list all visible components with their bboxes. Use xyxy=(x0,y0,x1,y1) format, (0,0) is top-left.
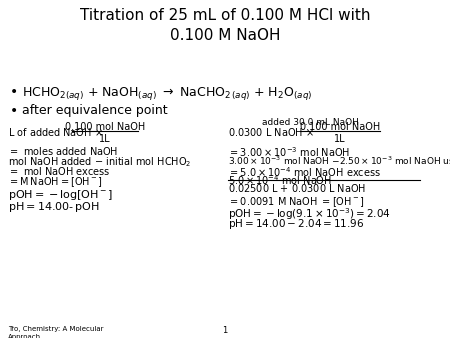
Text: $3.00\times10^{-3}$ mol NaOH $- 2.50\times10^{-3}$ mol NaOH used: $3.00\times10^{-3}$ mol NaOH $- 2.50\tim… xyxy=(228,155,450,167)
Text: HCHO$_{2(aq)}$ + NaOH$_{(aq)}$ $\rightarrow$ NaCHO$_{2\,(aq)}$ + H$_2$O$_{(aq)}$: HCHO$_{2(aq)}$ + NaOH$_{(aq)}$ $\rightar… xyxy=(22,85,312,102)
Text: $= 5.0\times10^{-4}$ mol NaOH excess: $= 5.0\times10^{-4}$ mol NaOH excess xyxy=(228,165,381,179)
Text: $\mathrm{pOH} = -\log[\mathrm{OH}^-]$: $\mathrm{pOH} = -\log[\mathrm{OH}^-]$ xyxy=(8,188,113,202)
Text: 0.02500 L $+$ 0.0300 L NaOH: 0.02500 L $+$ 0.0300 L NaOH xyxy=(228,182,366,194)
Text: 1L: 1L xyxy=(99,134,111,144)
Text: •: • xyxy=(10,85,18,99)
Text: $= \mathrm{M\,NaOH} = [\mathrm{OH}^-]$: $= \mathrm{M\,NaOH} = [\mathrm{OH}^-]$ xyxy=(8,175,103,189)
Text: 0.100 mol NaOH: 0.100 mol NaOH xyxy=(65,122,145,132)
Text: $=$ moles added NaOH: $=$ moles added NaOH xyxy=(8,145,118,157)
Text: $=$ mol NaOH excess: $=$ mol NaOH excess xyxy=(8,165,111,177)
Text: Tro, Chemistry: A Molecular
Approach: Tro, Chemistry: A Molecular Approach xyxy=(8,326,104,338)
Text: $5.0\times10^{-4}$ mol NaOH: $5.0\times10^{-4}$ mol NaOH xyxy=(228,173,332,187)
Text: after equivalence point: after equivalence point xyxy=(22,104,167,117)
Text: mol NaOH added $-$ initial mol HCHO$_2$: mol NaOH added $-$ initial mol HCHO$_2$ xyxy=(8,155,192,169)
Text: 0.0300 L NaOH $\times$: 0.0300 L NaOH $\times$ xyxy=(228,126,314,138)
Text: added 30.0 mL NaOH: added 30.0 mL NaOH xyxy=(261,118,359,127)
Text: $= 0.0091$ M NaOH $= [\mathrm{OH}^-]$: $= 0.0091$ M NaOH $= [\mathrm{OH}^-]$ xyxy=(228,195,364,209)
Text: L of added NaOH $\times$: L of added NaOH $\times$ xyxy=(8,126,103,138)
Text: $\mathrm{pH} = 14.00 - 2.04 = 11.96$: $\mathrm{pH} = 14.00 - 2.04 = 11.96$ xyxy=(228,217,364,231)
Text: $= 3.00 \times 10^{-3}$ mol NaOH: $= 3.00 \times 10^{-3}$ mol NaOH xyxy=(228,145,350,159)
Text: $\mathrm{pH} = 14.00\text{-}\, \mathrm{pOH}$: $\mathrm{pH} = 14.00\text{-}\, \mathrm{p… xyxy=(8,200,100,214)
Text: 1L: 1L xyxy=(334,134,346,144)
Text: Titration of 25 mL of 0.100 M HCl with
0.100 M NaOH: Titration of 25 mL of 0.100 M HCl with 0… xyxy=(80,8,370,43)
Text: •: • xyxy=(10,104,18,118)
Text: $\mathrm{pOH} = -\log(9.1\times10^{-3}) = 2.04$: $\mathrm{pOH} = -\log(9.1\times10^{-3}) … xyxy=(228,206,391,222)
Text: 1: 1 xyxy=(222,326,228,335)
Text: 0.100 mol NaOH: 0.100 mol NaOH xyxy=(300,122,380,132)
